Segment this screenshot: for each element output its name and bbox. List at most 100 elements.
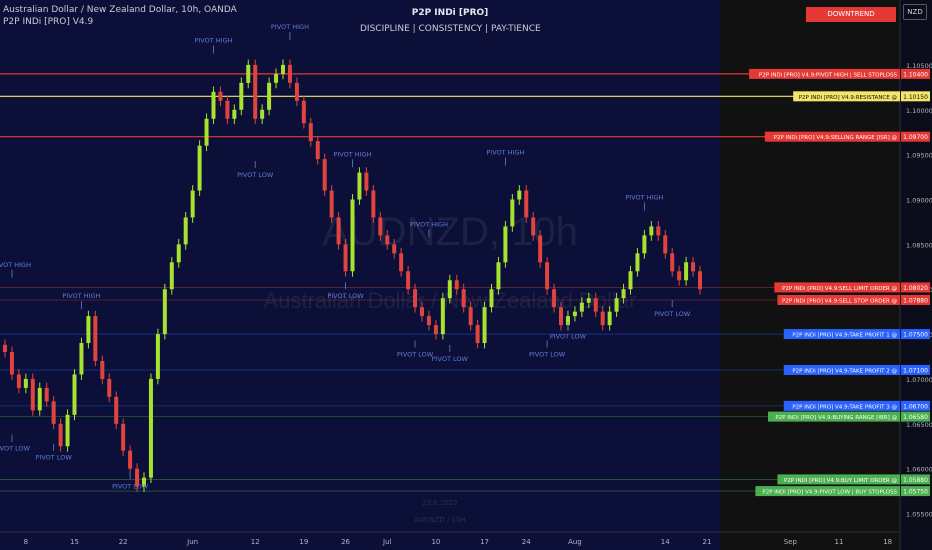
candle-body [496, 262, 501, 290]
candle-body [475, 325, 480, 344]
time-tick: Aug [568, 538, 582, 546]
candle-body [3, 344, 7, 353]
candle-body [420, 307, 424, 317]
candle-body [322, 159, 327, 191]
candle-body [593, 298, 598, 312]
price-tag-box [901, 474, 930, 485]
candle-body [287, 64, 292, 83]
price-tick: 1.09500 [906, 152, 932, 160]
price-tag-text: 1.07500 [903, 332, 928, 339]
center-tagline: DISCIPLINE | CONSISTENCY | PAY-TIENCE [360, 24, 541, 34]
price-tick: 1.06500 [906, 421, 932, 429]
watermark-date: 23.8.2022 [422, 499, 458, 507]
symbol-title: Australian Dollar / New Zealand Dollar, … [3, 5, 237, 15]
candle-body [315, 141, 320, 160]
candle-body [684, 262, 689, 281]
pivot-label: PIVOT LOW [112, 482, 149, 490]
candle-body [135, 468, 140, 487]
countdown-badge: DOWNTREND [806, 7, 896, 22]
candle-body [413, 289, 418, 308]
candle-body [579, 302, 584, 312]
level-tag-text: P2P INDi [PRO] V4.9:TAKE PROFIT 2 @ [792, 368, 897, 374]
time-axis: 8 15 22 Jun 12 19 26 Jul 10 17 24 Aug 14 21 Sep 11 18 [24, 538, 892, 546]
candle-body [155, 334, 160, 379]
candle-body [107, 378, 112, 397]
time-tick: 18 [883, 538, 892, 546]
candle-body [72, 374, 77, 415]
level-tag-box [783, 364, 900, 375]
candle-body [510, 199, 515, 227]
candle-body [426, 316, 431, 326]
time-tick: 15 [70, 538, 79, 546]
candle-body [691, 262, 696, 272]
candle-body [545, 262, 550, 290]
candle-body [169, 262, 174, 290]
candle-body [204, 118, 209, 146]
time-tick: 22 [119, 538, 128, 546]
future-background [720, 0, 900, 550]
price-tick: 1.10500 [906, 62, 932, 70]
candle-body [642, 235, 647, 254]
candle-body [267, 82, 272, 110]
candle-body [503, 226, 508, 263]
level-tag-text: P2P INDi [PRO] V4.9:SELL STOP ORDER @ [782, 298, 898, 304]
candle-body [433, 325, 438, 335]
candle-body [357, 172, 362, 200]
price-tag-box [901, 294, 930, 305]
candle-body [301, 100, 306, 124]
price-tag-box [901, 411, 930, 422]
candle-body [162, 289, 167, 335]
candle-body [114, 396, 119, 424]
pivot-label: PIVOT LOW [0, 445, 31, 453]
candle-body [614, 298, 619, 312]
candle-body [51, 401, 56, 424]
candle-body [197, 145, 202, 191]
candle-body [100, 360, 105, 379]
candle-body [121, 423, 126, 451]
pivot-label: PIVOT HIGH [194, 36, 232, 44]
candle-body [531, 217, 536, 236]
price-tag-box [901, 329, 930, 340]
candle-body [524, 190, 529, 218]
candle-body [670, 253, 675, 272]
level-tag-box [764, 131, 900, 142]
pivot-label: PIVOT HIGH [271, 23, 309, 31]
level-tag-box [783, 329, 900, 340]
candle-body [600, 311, 605, 326]
candle-body [336, 217, 341, 245]
candle-body [281, 64, 285, 74]
time-tick: 10 [431, 538, 440, 546]
price-tag-box [901, 68, 930, 79]
level-tag-box [777, 474, 900, 485]
candle-body [274, 73, 279, 83]
level-tag-box [793, 91, 900, 102]
level-tag-text: P2P INDi [PRO] V4.9:BUY LIMIT ORDER @ [784, 478, 897, 484]
candle-body [225, 100, 230, 119]
candle-body [392, 244, 397, 254]
candle-body [30, 378, 35, 411]
price-tag-box [901, 131, 930, 142]
pivot-label: PIVOT HIGH [625, 193, 663, 201]
price-tag-text: 1.10150 [903, 94, 928, 101]
time-tick: 14 [661, 538, 670, 546]
candle-body [656, 226, 661, 236]
level-tag-box [755, 486, 900, 497]
price-tag-text: 1.07100 [903, 367, 928, 374]
time-tick: 11 [835, 538, 844, 546]
price-tick: 1.10000 [906, 107, 932, 115]
candle-body [260, 109, 265, 119]
indicator-title[interactable]: P2P INDi [PRO] V4.9 [3, 17, 94, 27]
candle-body [246, 64, 251, 83]
price-tag-text: 1.05750 [903, 489, 928, 496]
time-tick: 12 [251, 538, 260, 546]
candle-body [565, 316, 570, 326]
currency-button[interactable]: NZD [903, 4, 927, 20]
price-tick: 1.05500 [906, 511, 932, 519]
candles [3, 59, 702, 492]
candle-body [468, 307, 473, 326]
price-tick: 1.09000 [906, 196, 932, 204]
level-tag-text: P2P INDi [PRO] V4.9:PIVOT LOW | BUY STOP… [762, 490, 897, 496]
candle-body [86, 316, 91, 344]
candle-body [517, 190, 522, 200]
